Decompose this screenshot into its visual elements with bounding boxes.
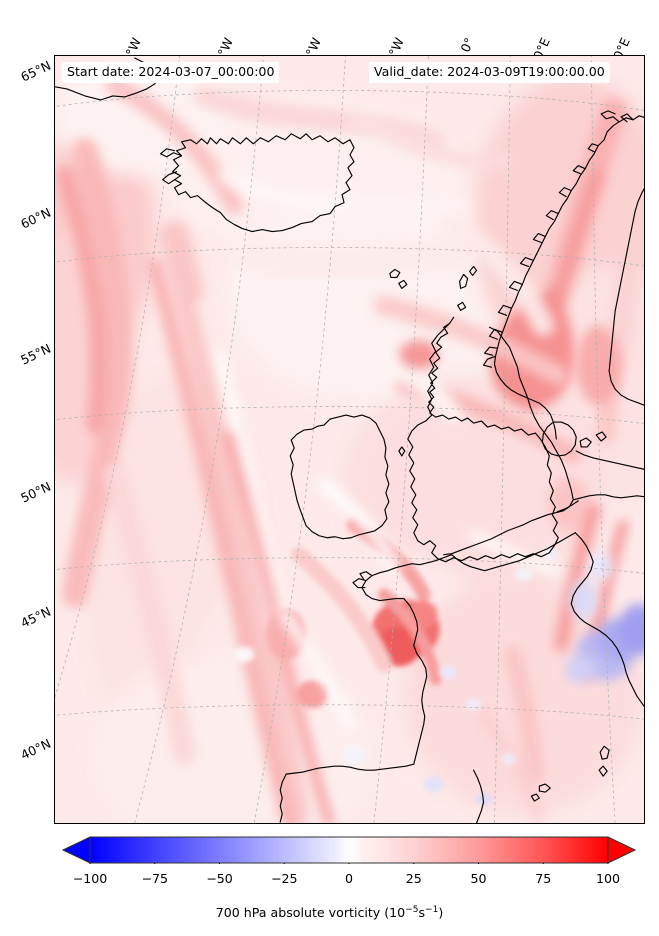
lat-tick-1: 60°N bbox=[18, 204, 54, 232]
lat-tick-0: 65°N bbox=[18, 57, 54, 85]
colorbar-tick-4: 0 bbox=[344, 871, 354, 886]
colorbar-label-exp1: −5 bbox=[405, 905, 419, 915]
lat-tick-5: 40°N bbox=[18, 735, 54, 763]
colorbar-tick-8: 100 bbox=[595, 871, 621, 886]
valid-date-annotation: Valid_date: 2024-03-09T19:00:00.00 bbox=[369, 62, 610, 83]
vorticity-field bbox=[55, 56, 644, 823]
colorbar-tick-7: 75 bbox=[535, 871, 552, 886]
lat-tick-4: 45°N bbox=[18, 603, 54, 631]
colorbar-tick-0: −100 bbox=[72, 871, 108, 886]
coastlines bbox=[55, 57, 644, 823]
colorbar-tick-5: 25 bbox=[405, 871, 422, 886]
colorbar-tick-1: −75 bbox=[141, 871, 169, 886]
colorbar-label-mid: s bbox=[418, 905, 426, 921]
colorbar-label-prefix: 700 hPa absolute vorticity (10 bbox=[215, 905, 406, 921]
colorbar-tick-2: −50 bbox=[206, 871, 233, 886]
lat-tick-3: 50°N bbox=[18, 478, 54, 506]
colorbar[interactable] bbox=[62, 836, 636, 864]
colorbar-tick-3: −25 bbox=[270, 871, 298, 886]
colorbar-tick-6: 50 bbox=[470, 871, 487, 886]
colorbar-gradient bbox=[62, 836, 636, 864]
start-date-annotation: Start date: 2024-03-07_00:00:00 bbox=[62, 62, 280, 83]
colorbar-label-suffix: ) bbox=[438, 905, 444, 921]
lat-tick-2: 55°N bbox=[18, 340, 54, 368]
colorbar-axis-label: 700 hPa absolute vorticity (10−5s−1) bbox=[0, 905, 659, 920]
map-axes[interactable] bbox=[54, 55, 645, 824]
colorbar-label-exp2: −1 bbox=[425, 905, 439, 915]
